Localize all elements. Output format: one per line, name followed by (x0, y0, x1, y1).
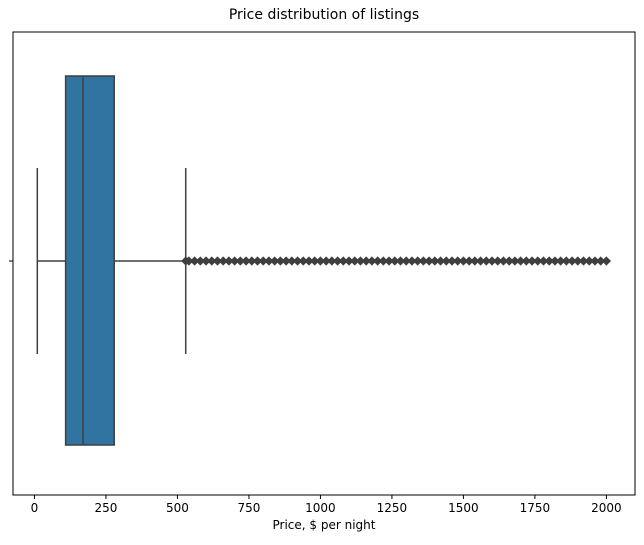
box-group (36, 75, 187, 446)
x-tick-label: 250 (94, 501, 117, 515)
outliers-group (181, 256, 612, 266)
x-tick-label: 0 (31, 501, 39, 515)
chart-title: Price distribution of listings (228, 7, 420, 23)
x-tick-label: 1500 (448, 501, 479, 515)
outlier-marker (601, 256, 612, 266)
x-tick-label: 1000 (305, 501, 336, 515)
plot-area-frame (12, 31, 636, 496)
x-tick-label: 1250 (377, 501, 408, 515)
x-tick-label: 1750 (520, 501, 551, 515)
x-tick-label: 750 (237, 501, 260, 515)
x-axis-label: Price, $ per night (272, 518, 376, 532)
iqr-box (64, 75, 115, 446)
x-axis-ticks: 0 250 500 750 1000 1250 1500 1750 2000 (31, 495, 622, 515)
x-tick-label: 500 (166, 501, 189, 515)
x-tick-label: 2000 (591, 501, 622, 515)
